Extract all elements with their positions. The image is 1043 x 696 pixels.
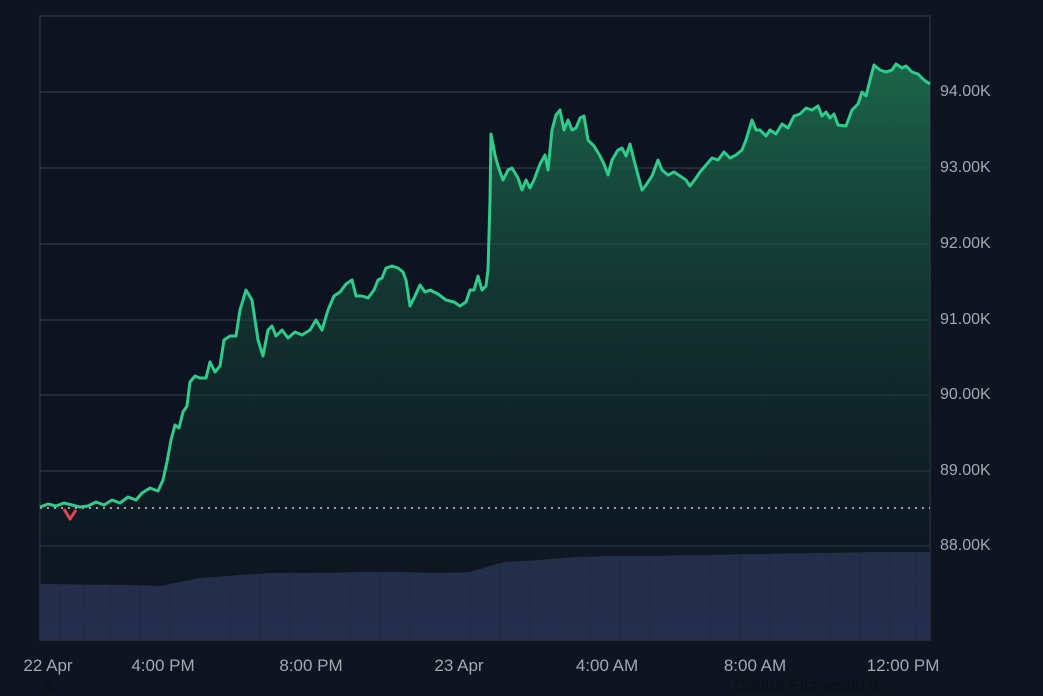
x-tick-label: 12:00 PM: [866, 656, 940, 675]
price-area: [40, 64, 930, 640]
y-tick-label: 90.00K: [940, 386, 991, 403]
x-tick-label: 8:00 PM: [279, 656, 343, 675]
x-tick-label: 23 Apr: [434, 656, 484, 675]
y-tick-label: 94.00K: [940, 83, 991, 100]
y-tick-label: 88.00K: [940, 537, 991, 554]
y-tick-label: 92.00K: [940, 235, 991, 252]
price-line: [39, 62, 931, 509]
x-tick-label: 4:00 PM: [131, 656, 195, 675]
x-tick-label: 22 Apr: [23, 656, 73, 675]
overlay-text-left: 5: [44, 676, 54, 695]
y-tick-label: 91.00K: [940, 311, 991, 328]
y-tick-label: 89.00K: [940, 462, 991, 479]
x-tick-label: 4:00 AM: [575, 656, 639, 675]
x-tick-label: 8:00 AM: [723, 656, 787, 675]
overlay-text-right: Cantor Fitzgerald le...: [734, 676, 897, 695]
below-baseline-segment: [62, 508, 78, 521]
y-tick-label: 93.00K: [940, 159, 991, 176]
